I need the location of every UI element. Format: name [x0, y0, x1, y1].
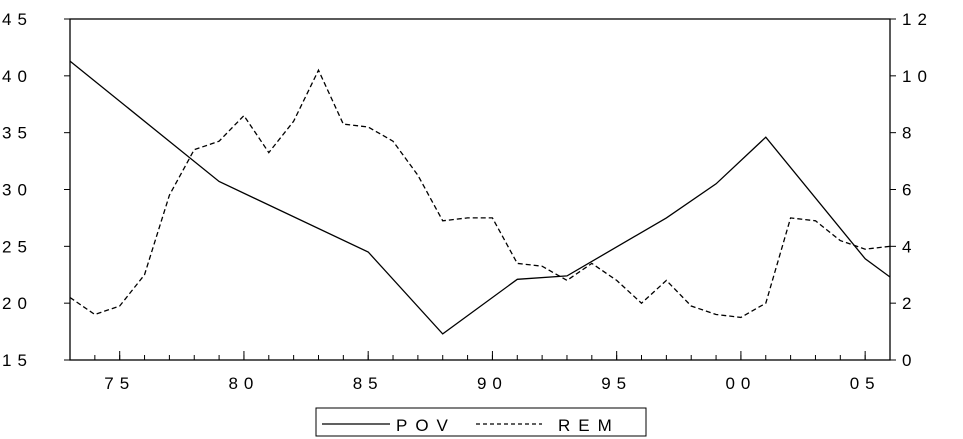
right-axis-tick-label: 12: [902, 10, 933, 29]
plot-frame: [69, 18, 891, 361]
x-axis-tick-label: 05: [850, 374, 881, 393]
legend-label-rem: REM: [558, 416, 620, 435]
right-axis-tick-label: 2: [902, 294, 917, 313]
left-axis-tick-label: 15: [2, 351, 33, 370]
left-axis-tick-label: 35: [2, 124, 33, 143]
x-axis: 75 80 85 90 95 00 05: [69, 351, 891, 393]
right-axis-tick-label: 6: [902, 181, 917, 200]
right-axis-tick-label: 8: [902, 124, 917, 143]
x-axis-tick-label: 95: [601, 374, 632, 393]
series-layer: [69, 60, 891, 335]
left-axis-tick-label: 45: [2, 10, 33, 29]
x-axis-tick-label: 80: [228, 374, 259, 393]
series-line-pov: [69, 60, 891, 335]
left-axis-tick-label: 40: [2, 67, 33, 86]
legend-box: [315, 407, 647, 437]
right-axis-tick-label: 10: [902, 67, 933, 86]
x-axis-tick-label: 75: [104, 374, 135, 393]
right-axis: 0 2 4 6 8 10 12: [890, 10, 933, 370]
right-axis-tick-label: 0: [902, 351, 917, 370]
x-axis-tick-label: 90: [477, 374, 508, 393]
right-axis-tick-label: 4: [902, 237, 917, 256]
legend: POV REM: [315, 407, 647, 437]
legend-label-pov: POV: [396, 416, 456, 435]
left-axis: 15 20 25 30 35 40 45: [2, 10, 70, 370]
left-axis-tick-label: 20: [2, 294, 33, 313]
x-axis-tick-label: 85: [353, 374, 384, 393]
left-axis-tick-label: 25: [2, 237, 33, 256]
series-line-rem: [69, 68, 891, 319]
left-axis-tick-label: 30: [2, 181, 33, 200]
x-axis-tick-label: 00: [725, 374, 756, 393]
